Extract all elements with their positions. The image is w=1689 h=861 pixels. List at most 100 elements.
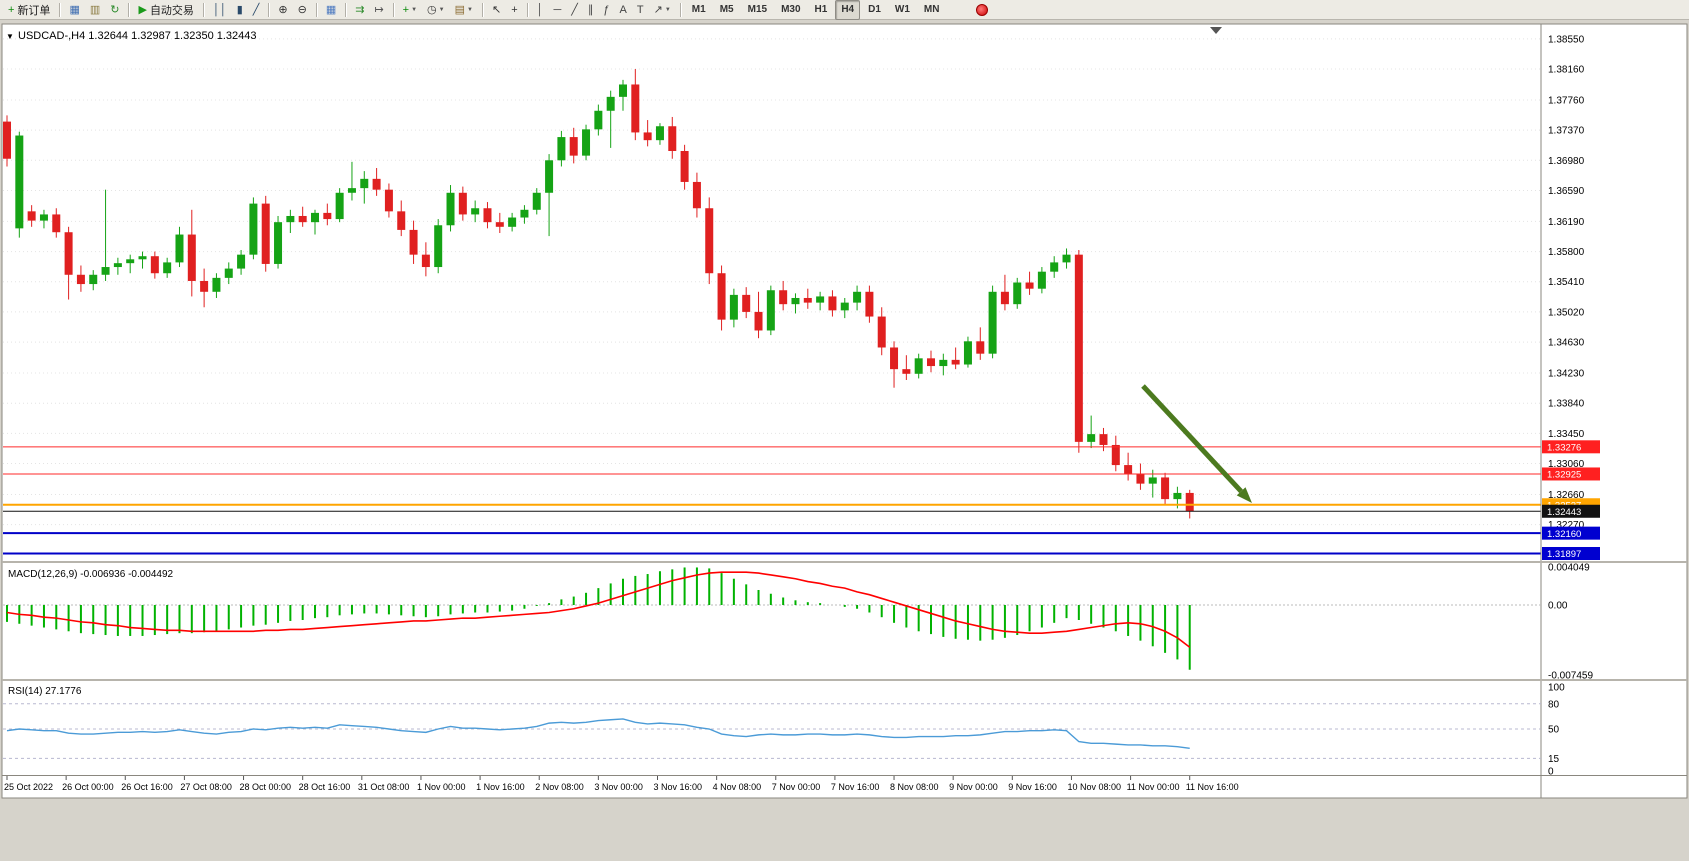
tile-windows-button[interactable]: ▦ <box>322 1 340 19</box>
candle-chart-button[interactable]: ▮ <box>233 1 247 19</box>
arrow-annotation-head <box>1236 487 1252 503</box>
vertical-line-button[interactable]: │ <box>533 1 548 19</box>
arrow-annotation[interactable] <box>1141 384 1243 493</box>
charts-button[interactable]: ▦ <box>65 1 83 19</box>
timeframe-mn-button[interactable]: MN <box>923 4 940 15</box>
price-badge-label: 1.33276 <box>1547 443 1581 454</box>
horizontal-line-icon: ─ <box>553 3 562 16</box>
new-order-icon: + <box>8 3 15 16</box>
toolbar-separator <box>526 2 528 17</box>
macd-label: MACD(12,26,9) -0.006936 -0.004492 <box>8 569 174 580</box>
rsi-axis-label: 80 <box>1548 699 1560 710</box>
time-axis[interactable] <box>2 775 1687 776</box>
price-axis-label: 1.35800 <box>1548 247 1585 258</box>
channel-button[interactable]: ∥ <box>584 1 598 19</box>
bar-chart-icon: ││ <box>212 3 227 16</box>
text-button[interactable]: A <box>616 1 631 19</box>
bar-chart-button[interactable]: ││ <box>209 1 231 19</box>
price-axis-label: 1.32270 <box>1548 520 1585 531</box>
toolbar-separator <box>268 2 270 17</box>
auto-scroll-button[interactable]: ⇉ <box>351 1 368 19</box>
price-axis-label: 1.34630 <box>1548 338 1585 349</box>
time-axis-label: 8 Nov 08:00 <box>890 782 939 792</box>
ohlc-collapse-icon[interactable]: ▼ <box>6 32 14 41</box>
trendline-button[interactable]: ╱ <box>567 1 582 19</box>
horizontal-line-button[interactable]: ─ <box>550 1 566 19</box>
time-axis-label: 10 Nov 08:00 <box>1067 782 1121 792</box>
price-badge <box>1542 546 1600 560</box>
timeframe-m15-button[interactable]: M15 <box>747 4 768 15</box>
rsi-line <box>6 718 1190 750</box>
time-axis-label: 26 Oct 00:00 <box>62 782 114 792</box>
chart-shift-marker[interactable] <box>1210 27 1222 34</box>
periods-button[interactable]: ◷ ▼ <box>423 1 449 19</box>
time-axis-label: 28 Oct 00:00 <box>240 782 292 792</box>
price-axis-label: 1.38160 <box>1548 65 1585 76</box>
indicators-icon: + <box>402 3 410 16</box>
new-order-button[interactable]: + 新订单 <box>4 1 54 19</box>
chart-shift-button[interactable]: ↦ <box>370 1 387 19</box>
toolbar-separator <box>128 2 130 17</box>
panel-separator[interactable] <box>2 679 1687 681</box>
chart-window[interactable] <box>1 23 1688 799</box>
time-axis-label: 11 Nov 16:00 <box>1186 782 1239 792</box>
price-badge <box>1542 526 1600 540</box>
rsi-axis-label: 100 <box>1548 683 1565 694</box>
line-chart-icon: ╱ <box>252 3 260 16</box>
profiles-icon: ▥ <box>89 3 101 16</box>
chart-ohlc-title: USDCAD-,H4 1.32644 1.32987 1.32350 1.324… <box>18 30 257 42</box>
templates-button[interactable]: ▤ ▼ <box>451 1 477 19</box>
notification-icon[interactable] <box>976 3 989 16</box>
timeframe-m30-button[interactable]: M30 <box>781 4 801 15</box>
tile-windows-icon: ▦ <box>325 3 337 16</box>
cursor-button[interactable]: ↖ <box>488 1 505 19</box>
templates-dropdown-icon[interactable]: ▼ <box>467 6 473 13</box>
chart-shift-icon: ↦ <box>374 3 384 16</box>
zoom-in-button[interactable]: ⊕ <box>274 1 291 19</box>
price-axis-label: 1.33840 <box>1548 399 1585 410</box>
fibonacci-button[interactable]: ƒ <box>599 1 613 19</box>
crosshair-icon: + <box>511 3 518 16</box>
indicators-dropdown-icon[interactable]: ▼ <box>411 6 418 13</box>
line-chart-button[interactable]: ╱ <box>249 1 264 19</box>
arrows-button[interactable]: ↗ ▼ <box>650 1 675 19</box>
timeframe-d1-button[interactable]: D1 <box>868 4 881 15</box>
price-axis-label: 1.36590 <box>1548 186 1585 197</box>
timeframe-m1-button[interactable]: M1 <box>691 4 706 15</box>
toolbar-separator <box>202 2 204 17</box>
autotrade-button[interactable]: ▶ 自动交易 <box>134 1 197 19</box>
zoom-in-icon: ⊕ <box>278 3 288 16</box>
timeframe-m5-button[interactable]: M5 <box>719 4 734 15</box>
price-axis-label: 1.32660 <box>1548 490 1585 501</box>
arrows-dropdown-icon[interactable]: ▼ <box>664 6 671 13</box>
time-axis-label: 2 Nov 08:00 <box>535 782 584 792</box>
timeframe-w1-button[interactable]: W1 <box>894 4 910 15</box>
panel-separator[interactable] <box>2 561 1687 563</box>
price-axis-label: 1.38550 <box>1548 34 1585 45</box>
refresh-button[interactable]: ↻ <box>106 1 123 19</box>
price-badge-label: 1.32160 <box>1547 529 1581 540</box>
candlestick-series <box>3 69 1194 519</box>
toolbar-separator <box>59 2 61 17</box>
indicators-button[interactable]: + ▼ <box>399 1 421 19</box>
text-icon: A <box>619 3 627 16</box>
text-label-button[interactable]: T <box>633 1 648 19</box>
price-badge-label: 1.32925 <box>1547 470 1581 481</box>
crosshair-button[interactable]: + <box>507 1 521 19</box>
price-axis-label: 1.35410 <box>1548 277 1585 288</box>
candle-chart-icon: ▮ <box>236 3 243 16</box>
profiles-button[interactable]: ▥ <box>86 1 104 19</box>
periods-dropdown-icon[interactable]: ▼ <box>438 6 445 13</box>
timeframe-h4-button[interactable]: H4 <box>835 0 861 20</box>
price-badge-label: 1.31897 <box>1547 549 1581 560</box>
toolbar-separator <box>345 2 347 17</box>
timeframe-h1-button[interactable]: H1 <box>814 4 828 15</box>
charts-icon: ▦ <box>69 3 80 16</box>
new-order-label: 新订单 <box>17 4 51 17</box>
time-axis-label: 26 Oct 16:00 <box>121 782 173 792</box>
time-axis-label: 7 Nov 00:00 <box>772 782 821 792</box>
rsi-axis-label: 0 <box>1548 767 1554 778</box>
channel-icon: ∥ <box>587 3 594 16</box>
zoom-out-button[interactable]: ⊖ <box>294 1 311 19</box>
